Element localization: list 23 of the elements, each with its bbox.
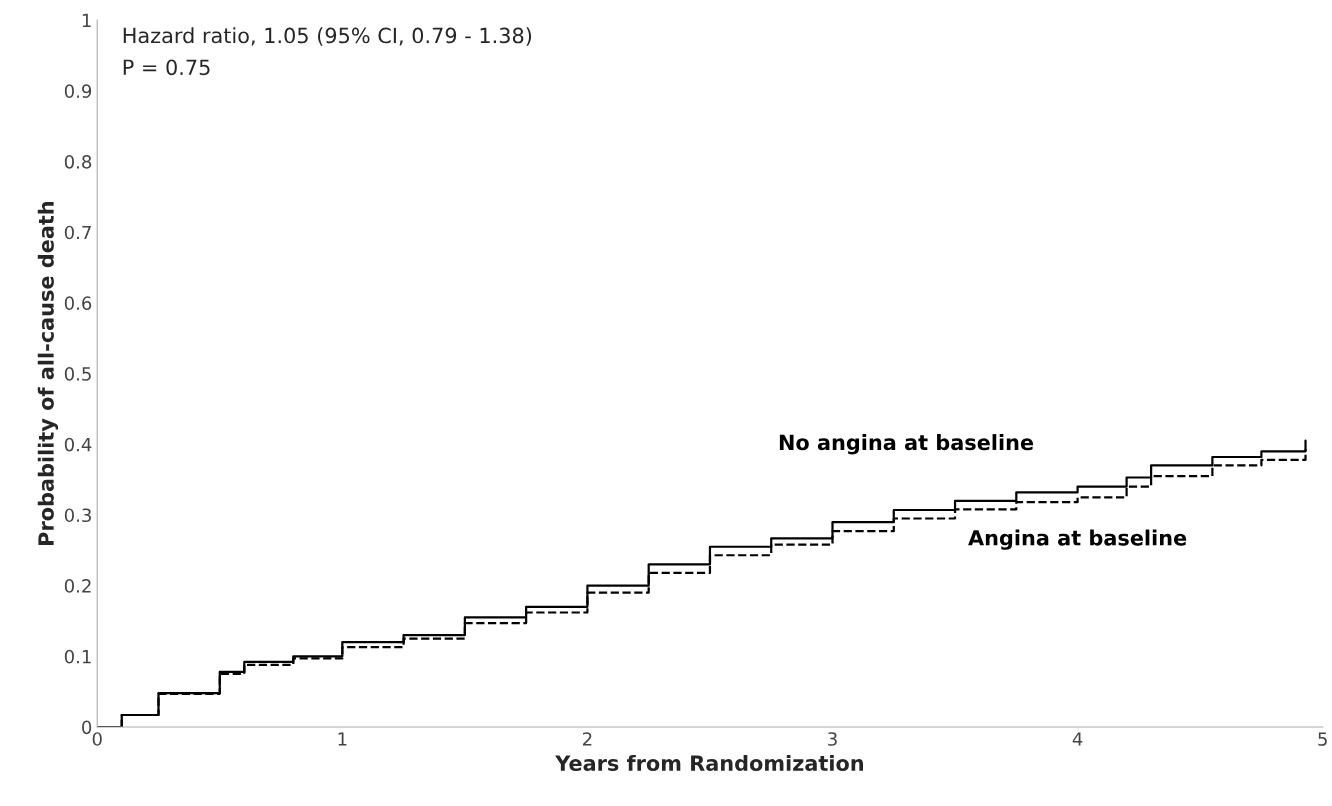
y-tick-label: 1	[82, 13, 91, 28]
y-tick-label: 0.9	[64, 84, 92, 98]
y-tick-label: 0.3	[64, 508, 91, 523]
x-axis-title: Years from Randomization	[555, 754, 863, 772]
y-tick-label: 0.8	[64, 154, 92, 169]
y-axis-title: Probability of all-cause death	[37, 201, 59, 545]
x-tick-label: 2	[582, 732, 592, 746]
annotation: Hazard ratio, 1.05 (95% CI, 0.79 - 1.38)	[123, 27, 532, 46]
y-tick-label: 0.2	[64, 579, 91, 593]
y-tick-label: 0.6	[64, 296, 92, 311]
x-tick-label: 0	[92, 732, 102, 746]
y-tick-label: 0.5	[64, 367, 91, 381]
y-tick-label: 0.4	[64, 437, 92, 452]
annotation: P = 0.75	[123, 59, 210, 76]
y-tick-label: 0.1	[64, 649, 91, 664]
x-tick-label: 1	[338, 732, 347, 746]
x-tick-label: 5	[1318, 732, 1327, 746]
y-tick-label: 0.7	[64, 225, 91, 240]
y-tick-label: 0	[82, 720, 92, 735]
series-label: Angina at baseline	[968, 529, 1187, 550]
series-label: No angina at baseline	[779, 434, 1034, 455]
x-tick-label: 3	[828, 732, 837, 746]
x-tick-label: 4	[1072, 732, 1083, 746]
